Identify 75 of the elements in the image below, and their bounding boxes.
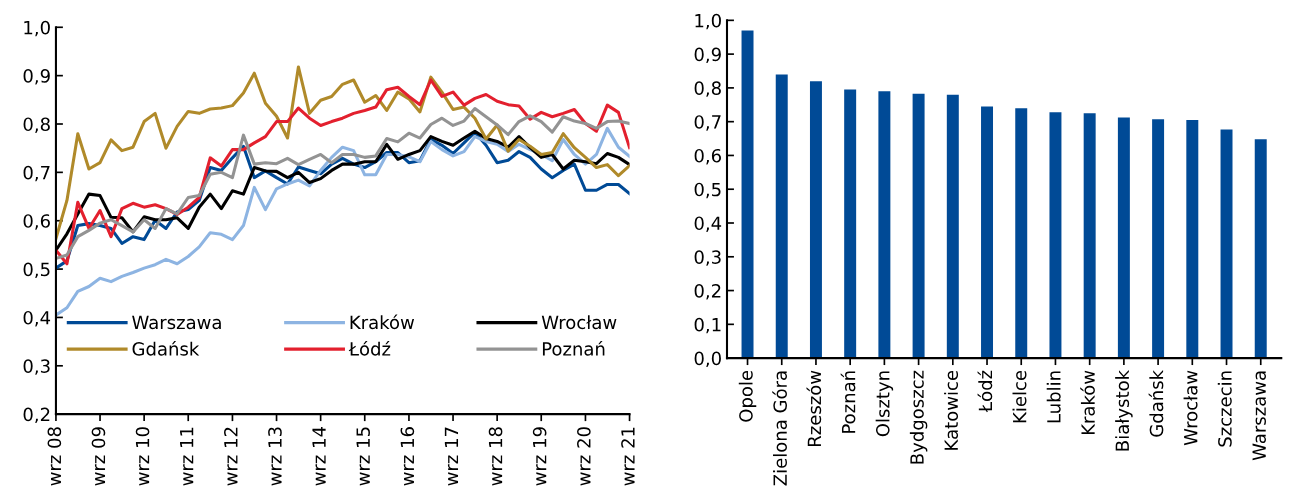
x-tick-label: Białystok [1115,369,1133,451]
y-tick-label: 0,3 [694,250,721,266]
bar [1083,113,1096,359]
x-tick-label: wrz 10 [135,427,150,486]
x-tick-label: wrz 15 [356,427,370,486]
x-tick-label: wrz 11 [180,427,194,486]
y-tick-label: 0,7 [23,165,50,182]
legend-label: Warszawa [132,315,221,330]
x-tick-label: wrz 17 [444,427,459,486]
y-tick-label: 0,9 [23,69,50,85]
bar [741,30,754,359]
x-tick-label: Lublin [1046,371,1061,423]
x-tick-label: Opole [738,370,757,422]
x-tick-label: Szczecin [1217,371,1232,447]
bar [1186,119,1199,359]
x-tick-label: wrz 13 [268,427,282,486]
bar [1015,108,1028,359]
line-series [55,78,630,266]
x-tick-label: Poznań [840,371,856,433]
x-tick-label: Kraków [1080,370,1095,435]
x-tick-label: Łódź [977,370,993,413]
bar [878,91,891,359]
x-tick-label: Wrocław [1183,370,1198,446]
y-tick-label: 0,2 [23,407,50,424]
y-tick-label: 0,5 [694,182,721,199]
bar [844,89,857,359]
x-tick-label: Katowice [944,370,959,450]
y-tick-label: 0,1 [694,317,721,334]
bar [775,74,788,359]
x-tick-label: Olsztyn [875,371,894,437]
legend-label: Kraków [350,314,415,330]
y-tick-label: 0,3 [23,359,50,375]
x-tick-label: wrz 18 [488,427,503,486]
bar [809,81,822,359]
y-tick-label: 1,0 [24,20,50,37]
y-tick-label: 0,8 [694,81,721,97]
x-tick-label: wrz 21 [621,427,635,486]
y-tick-label: 0,0 [694,351,721,368]
bar [1117,117,1130,359]
x-tick-label: wrz 08 [47,427,62,486]
legend-label: Łódź [348,341,391,356]
x-tick-label: Warszawa [1252,371,1266,461]
x-tick-label: wrz 19 [532,427,547,486]
y-tick-label: 0,4 [694,216,722,232]
bar [912,93,925,359]
x-tick-label: Rzeszów [806,370,822,446]
y-tick-label: 1,0 [695,13,721,30]
line-series [55,65,630,241]
legend-label: Wrocław [541,315,617,330]
line-series [55,106,630,260]
bar [1152,119,1165,359]
bar [1049,112,1062,359]
x-tick-label: Kielce [1012,370,1027,423]
bar [1254,139,1267,359]
y-tick-label: 0,6 [694,148,721,165]
x-tick-label: wrz 16 [400,427,415,486]
x-tick-label: Zielona Góra [772,371,787,486]
bar [946,94,959,359]
y-tick-label: 0,9 [694,47,721,64]
y-tick-label: 0,6 [23,214,50,230]
x-tick-label: wrz 20 [577,427,591,486]
bar [1220,129,1233,359]
y-tick-label: 0,2 [694,284,721,300]
bar [981,106,994,359]
x-tick-label: Gdańsk [1148,369,1164,437]
x-tick-label: wrz 12 [224,427,238,486]
x-tick-label: Bydgoszcz [909,370,928,464]
y-tick-label: 0,8 [23,117,50,133]
x-tick-label: wrz 09 [91,427,106,486]
y-tick-label: 0,5 [23,262,50,279]
y-tick-label: 0,4 [23,310,51,327]
y-tick-label: 0,7 [694,115,721,131]
legend-label: Poznań [542,341,605,356]
legend-label: Gdańsk [132,341,200,356]
x-tick-label: wrz 14 [312,426,326,486]
